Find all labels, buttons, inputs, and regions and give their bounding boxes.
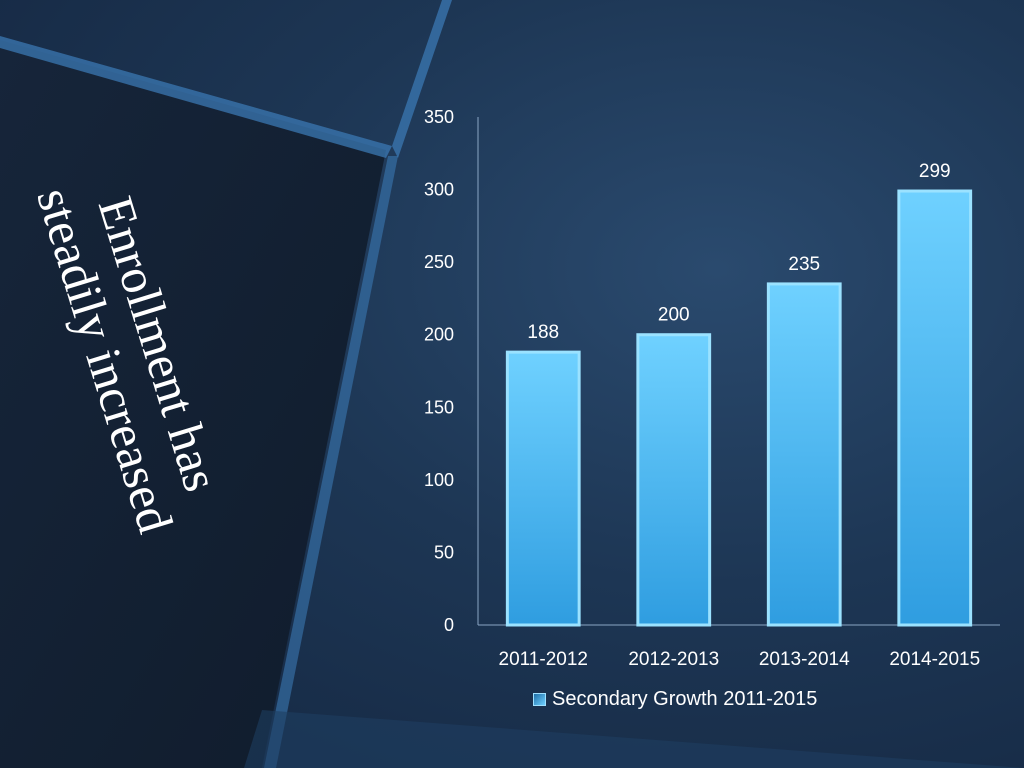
bar [766,282,842,627]
y-tick-label: 200 [424,325,454,345]
bottom-strip [244,710,1024,768]
x-tick-label: 2014-2015 [889,649,980,670]
y-tick-label: 250 [424,252,454,272]
legend-swatch-icon [533,692,546,706]
x-axis-tick-labels: 2011-2012 2012-2013 2013-2014 2014-2015 [499,649,981,670]
panel-edge-diagonal [392,0,452,158]
y-tick-label: 50 [434,542,454,562]
panel-edge-top [0,36,392,158]
x-tick-label: 2011-2012 [499,649,588,670]
bar [505,350,581,627]
data-label: 235 [788,254,820,275]
data-label: 299 [919,161,951,182]
x-tick-label: 2013-2014 [759,649,850,670]
y-tick-label: 350 [424,107,454,127]
bar [897,189,973,627]
data-label: 200 [658,305,690,326]
legend-label: Secondary Growth 2011-2015 [552,687,818,710]
chart-legend: Secondary Growth 2011-2015 [533,686,817,712]
panel-edge-lower [264,156,398,768]
title-panel [0,40,386,768]
data-labels: 188 200 235 299 [527,161,950,343]
bar-series [505,189,973,627]
bar [636,333,712,627]
x-tick-label: 2012-2013 [628,649,719,670]
y-tick-label: 0 [444,615,454,635]
y-tick-label: 100 [424,470,454,490]
y-tick-label: 300 [424,180,454,200]
data-label: 188 [527,322,559,343]
y-tick-label: 150 [424,397,454,417]
y-axis-tick-labels: 0 50 100 150 200 250 300 350 [424,107,454,635]
